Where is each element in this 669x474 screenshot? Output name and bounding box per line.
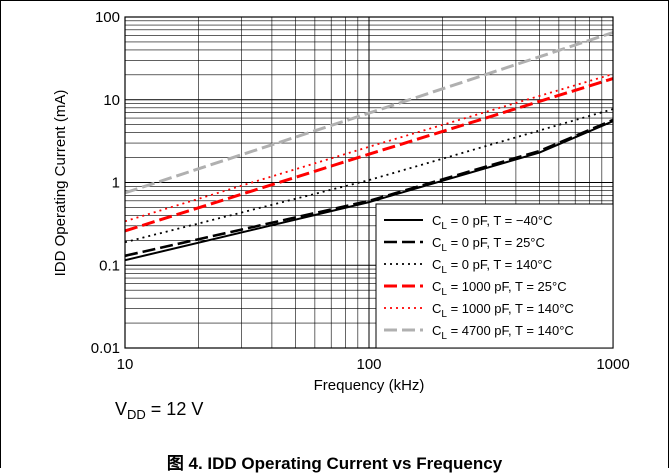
legend-box [375, 203, 614, 349]
series-line-6 [124, 31, 614, 195]
x-tick-label: 1000 [596, 356, 629, 373]
y-tick-label: 0.01 [91, 340, 120, 357]
y-tick-label: 100 [95, 9, 120, 26]
x-axis-label: Frequency (kHz) [314, 377, 425, 394]
y-axis-label: IDD Operating Current (mA) [52, 90, 69, 277]
series-line-1 [124, 120, 614, 262]
y-tick-label: 0.1 [99, 257, 120, 274]
legend-label: CL = 1000 pF, T = 140°C [432, 301, 574, 320]
supply-voltage-note: VDD = 12 V [115, 399, 204, 422]
series-line-4 [124, 77, 614, 233]
y-tick-label: 1 [112, 175, 120, 192]
series-line-3 [124, 108, 614, 244]
figure-caption: 图 4. IDD Operating Current vs Frequency [166, 454, 503, 474]
x-tick-label: 10 [117, 356, 134, 373]
tick-labels: 10 100 1000 0.01 0.1 1 10 100 [91, 9, 630, 373]
legend-label: CL = 0 pF, T = −40°C [432, 213, 553, 232]
series-group [124, 31, 614, 262]
x-tick-label: 100 [356, 356, 381, 373]
series-line-5 [124, 73, 614, 223]
plot-area-border [124, 16, 614, 349]
legend-label: CL = 1000 pF, T = 25°C [432, 279, 567, 298]
legend-label: CL = 0 pF, T = 25°C [432, 235, 545, 254]
y-tick-label: 10 [103, 92, 120, 109]
legend-label: CL = 4700 pF, T = 140°C [432, 323, 574, 342]
legend: CL = 0 pF, T = −40°C CL = 0 pF, T = 25°C C… [375, 203, 614, 349]
legend-label: CL = 0 pF, T = 140°C [432, 257, 552, 276]
